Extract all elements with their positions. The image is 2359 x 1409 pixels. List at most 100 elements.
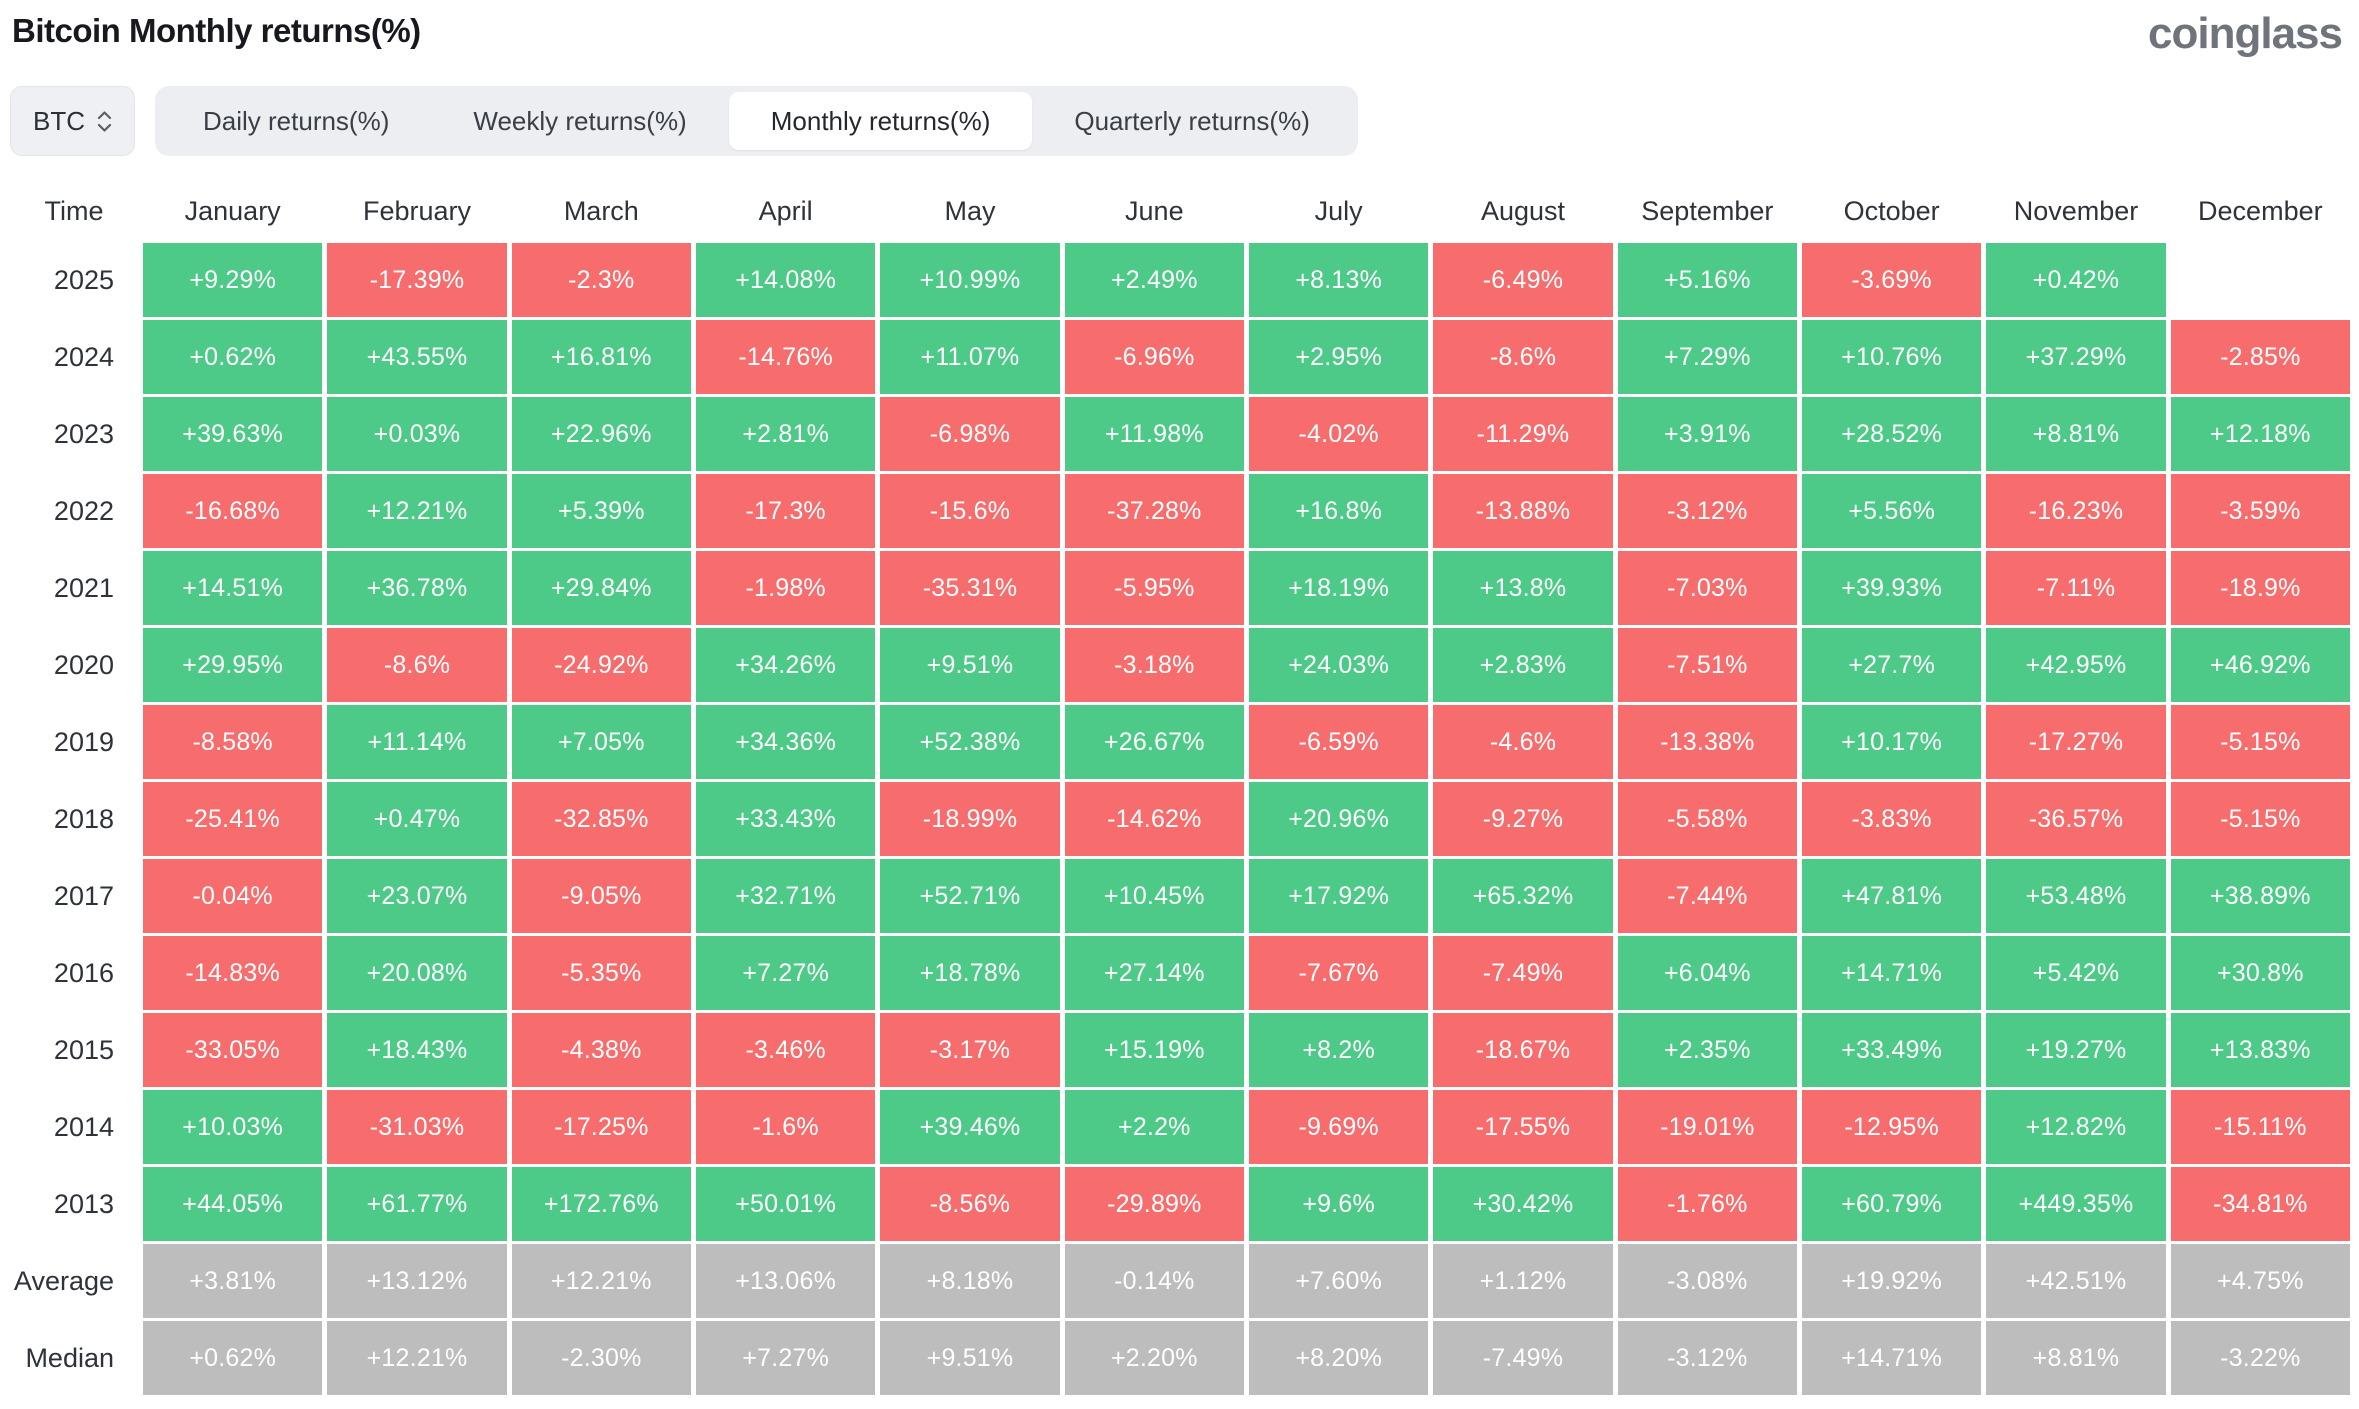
return-cell: +13.83%	[2170, 1013, 2350, 1087]
return-cell: +8.13%	[1248, 243, 1429, 317]
symbol-selector-label: BTC	[33, 105, 85, 136]
table-row: 2015 -33.05% +18.43% -4.38% -3.46% -3.17% +15.…	[10, 1013, 2350, 1087]
return-cell: -0.14%	[1064, 1244, 1244, 1318]
coinglass-logo: coinglass	[2148, 9, 2343, 58]
return-cell: +14.71%	[1801, 1321, 1982, 1395]
return-cell: +11.07%	[880, 320, 1060, 394]
return-cell: -25.41%	[143, 782, 323, 856]
return-cell: +39.93%	[1801, 551, 1982, 625]
return-cell: +2.35%	[1617, 1013, 1797, 1087]
col-header-month: June	[1125, 195, 1184, 226]
table-row: 2025 +9.29% -17.39% -2.3% +14.08% +10.99% +2.4…	[10, 243, 2350, 317]
return-cell: -9.69%	[1248, 1090, 1429, 1164]
return-cell: +7.27%	[695, 1321, 876, 1395]
col-header-month: September	[1641, 195, 1774, 226]
return-cell: -7.49%	[1433, 936, 1613, 1010]
table-row: 2019 -8.58% +11.14% +7.05% +34.36% +52.38% +26…	[10, 705, 2350, 779]
return-cell: +14.71%	[1801, 936, 1982, 1010]
return-cell: -5.95%	[1064, 551, 1244, 625]
table-row: 2018 -25.41% +0.47% -32.85% +33.43% -18.99% -1…	[10, 782, 2350, 856]
return-cell: +60.79%	[1801, 1167, 1982, 1241]
return-cell: +37.29%	[1986, 320, 2166, 394]
col-header-month: August	[1480, 195, 1566, 226]
row-label: 2020	[53, 649, 114, 680]
controls-row: BTC Daily returns(%) Weekly returns(%) M…	[10, 86, 2350, 156]
table-row: 2016 -14.83% +20.08% -5.35% +7.27% +18.78% +27…	[10, 936, 2350, 1010]
return-cell: -3.22%	[2170, 1321, 2350, 1395]
return-cell: +172.76%	[511, 1167, 691, 1241]
return-cell: -35.31%	[880, 551, 1060, 625]
return-cell: +10.76%	[1801, 320, 1982, 394]
return-cell: -9.05%	[511, 859, 691, 933]
return-cell: +47.81%	[1801, 859, 1982, 933]
return-cell: -7.11%	[1986, 551, 2166, 625]
return-cell: -6.96%	[1064, 320, 1244, 394]
return-cell: -18.99%	[880, 782, 1060, 856]
row-label: 2016	[53, 957, 114, 988]
top-bar: Bitcoin Monthly returns(%) coinglass	[10, 10, 2350, 56]
col-header-month: March	[563, 195, 639, 226]
return-cell: +8.2%	[1248, 1013, 1429, 1087]
return-cell: +13.8%	[1433, 551, 1613, 625]
return-cell: +12.82%	[1986, 1090, 2166, 1164]
return-cell: +29.84%	[511, 551, 691, 625]
table-header-row: Time January February March April May June July…	[10, 182, 2350, 240]
tab-daily-returns[interactable]: Daily returns(%)	[161, 92, 431, 150]
return-cell: -17.39%	[327, 243, 507, 317]
return-cell: +14.08%	[695, 243, 876, 317]
col-header-month: November	[2013, 195, 2139, 226]
return-cell: +18.19%	[1248, 551, 1429, 625]
return-cell: +5.42%	[1986, 936, 2166, 1010]
return-cell: -17.25%	[511, 1090, 691, 1164]
return-cell: -8.56%	[880, 1167, 1060, 1241]
return-cell: -14.83%	[143, 936, 323, 1010]
tab-monthly-returns[interactable]: Monthly returns(%)	[728, 92, 1033, 150]
return-cell: -36.57%	[1986, 782, 2166, 856]
return-cell: +36.78%	[327, 551, 507, 625]
return-cell: -15.11%	[2170, 1090, 2350, 1164]
return-cell: -3.12%	[1617, 474, 1797, 548]
col-header-month: April	[758, 195, 813, 226]
return-cell: +38.89%	[2170, 859, 2350, 933]
symbol-selector[interactable]: BTC	[10, 86, 135, 156]
return-cell: -29.89%	[1064, 1167, 1244, 1241]
row-label: 2017	[53, 880, 114, 911]
return-cell: +30.8%	[2170, 936, 2350, 1010]
table-row: 2020 +29.95% -8.6% -24.92% +34.26% +9.51% -3.1…	[10, 628, 2350, 702]
return-cell: +13.12%	[327, 1244, 507, 1318]
tab-weekly-returns[interactable]: Weekly returns(%)	[431, 92, 728, 150]
return-cell: +34.36%	[695, 705, 876, 779]
return-cell: -7.44%	[1617, 859, 1797, 933]
return-cell: +16.81%	[511, 320, 691, 394]
return-cell: -32.85%	[511, 782, 691, 856]
return-cell: +16.8%	[1248, 474, 1429, 548]
return-cell: -3.18%	[1064, 628, 1244, 702]
return-cell: -7.49%	[1433, 1321, 1613, 1395]
return-cell: +20.96%	[1248, 782, 1429, 856]
return-cell: -7.67%	[1248, 936, 1429, 1010]
return-cell: +22.96%	[511, 397, 691, 471]
return-cell: -17.3%	[695, 474, 876, 548]
return-cell: +39.63%	[143, 397, 323, 471]
return-cell: +7.60%	[1248, 1244, 1429, 1318]
return-cell: +46.92%	[2170, 628, 2350, 702]
return-cell: +18.78%	[880, 936, 1060, 1010]
return-cell: +10.03%	[143, 1090, 323, 1164]
page-title: Bitcoin Monthly returns(%)	[12, 12, 421, 49]
row-label: 2015	[53, 1034, 114, 1065]
col-header-month: October	[1843, 195, 1940, 226]
return-cell: -19.01%	[1617, 1090, 1797, 1164]
col-header-month: May	[944, 195, 996, 226]
return-cell: -24.92%	[511, 628, 691, 702]
return-cell: +10.45%	[1064, 859, 1244, 933]
return-cell: +7.29%	[1617, 320, 1797, 394]
table-row: 2021 +14.51% +36.78% +29.84% -1.98% -35.31% -5…	[10, 551, 2350, 625]
return-cell: +11.14%	[327, 705, 507, 779]
return-cell: +19.92%	[1801, 1244, 1982, 1318]
tab-quarterly-returns[interactable]: Quarterly returns(%)	[1032, 92, 1352, 150]
return-cell: -12.95%	[1801, 1090, 1982, 1164]
returns-period-tabs: Daily returns(%) Weekly returns(%) Month…	[155, 86, 1358, 156]
table-row: 2017 -0.04% +23.07% -9.05% +32.71% +52.71% +10…	[10, 859, 2350, 933]
return-cell: +19.27%	[1986, 1013, 2166, 1087]
row-label: 2018	[53, 803, 114, 834]
